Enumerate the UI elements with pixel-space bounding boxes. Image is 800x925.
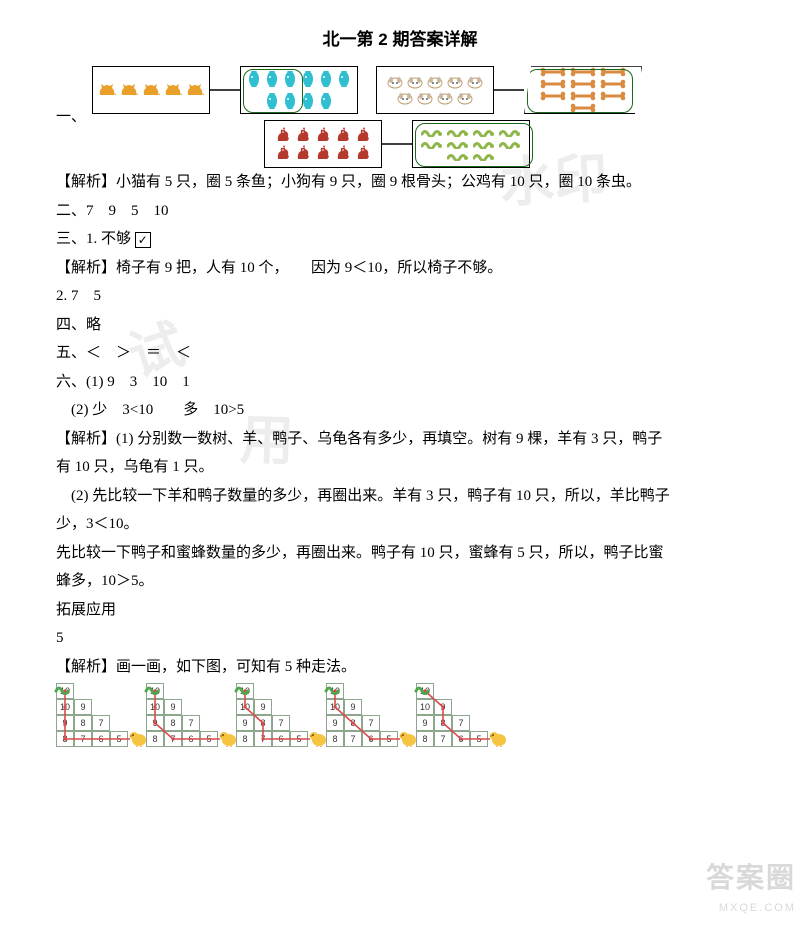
analysis-6-2b: 少，3＜10。 [56, 510, 744, 539]
worm-icon [414, 679, 430, 695]
pyramid-4: 101099878765 [326, 683, 398, 747]
q3-line1: 三、1. 不够 ✓ [56, 225, 744, 254]
analysis-3: 【解析】椅子有 9 把，人有 10 个， 因为 9＜10，所以椅子不够。 [56, 254, 744, 283]
page-title: 北一第 2 期答案详解 [56, 24, 744, 56]
match-cell-rooster [264, 120, 382, 168]
q3-text: 三、1. 不够 [56, 231, 131, 247]
q5-line: 五、＜ ＞ ＝ ＜ [56, 339, 744, 368]
analysis-6-1b: 有 10 只，乌龟有 1 只。 [56, 453, 744, 482]
match-cell-fish [240, 66, 358, 114]
matching-figure [92, 66, 642, 168]
pyramid-3: 101099878765 [236, 683, 308, 747]
match-cell-dog [376, 66, 494, 114]
chick-icon [218, 729, 238, 747]
checkbox-icon: ✓ [135, 232, 151, 248]
extension-analysis: 【解析】画一画，如下图，可知有 5 种走法。 [56, 653, 744, 682]
q4-line: 四、略 [56, 311, 744, 340]
worm-icon [54, 679, 70, 695]
logo-cn: 答案圈 [706, 851, 796, 904]
q6-line2: (2) 少 3<10 多 10>5 [56, 396, 744, 425]
chick-icon [398, 729, 418, 747]
site-logo: 答案圈 MXQE.COM [706, 851, 796, 919]
analysis-6-2: (2) 先比较一下羊和鸭子数量的多少，再圈出来。羊有 3 只，鸭子有 10 只，… [56, 482, 744, 511]
q2-line: 二、7 9 5 10 [56, 197, 744, 226]
worm-icon [144, 679, 160, 695]
q1-label: 一、 [56, 103, 92, 132]
analysis-6-3b: 蜂多，10＞5。 [56, 567, 744, 596]
logo-en: MXQE.COM [706, 898, 796, 919]
chick-icon [488, 729, 508, 747]
pyramid-5: 101099878765 [416, 683, 488, 747]
match-cell-worm [412, 120, 530, 168]
q6-line1: 六、(1) 9 3 10 1 [56, 368, 744, 397]
match-cell-cat [92, 66, 210, 114]
analysis-6-1: 【解析】(1) 分别数一数树、羊、鸭子、乌龟各有多少，再填空。树有 9 棵，羊有… [56, 425, 744, 454]
pyramid-1: 101099878765 [56, 683, 128, 747]
worm-icon [234, 679, 250, 695]
q3-line2: 2. 7 5 [56, 282, 744, 311]
analysis-1: 【解析】小猫有 5 只，圈 5 条鱼；小狗有 9 只，圈 9 根骨头；公鸡有 1… [56, 168, 744, 197]
chick-icon [308, 729, 328, 747]
match-cell-bone [524, 66, 642, 114]
pyramid-2: 101099878765 [146, 683, 218, 747]
q1-row: 一、 [56, 66, 744, 168]
analysis-6-3: 先比较一下鸭子和蜜蜂数量的多少，再圈出来。鸭子有 10 只，蜜蜂有 5 只，所以… [56, 539, 744, 568]
pyramid-diagrams: 101099878765 101099878765 101099878765 1010… [56, 683, 744, 747]
worm-icon [324, 679, 340, 695]
extension-label: 拓展应用 [56, 596, 744, 625]
chick-icon [128, 729, 148, 747]
extension-answer: 5 [56, 624, 744, 653]
